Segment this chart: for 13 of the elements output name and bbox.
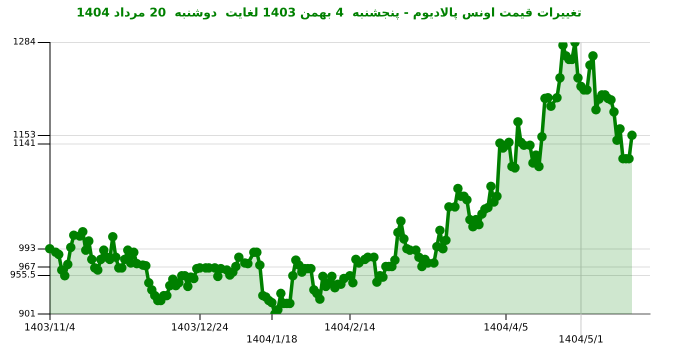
y-tick-label: 1153 <box>12 130 36 141</box>
x-tick-label: 1404/4/5 <box>483 322 528 334</box>
x-tick-label: 1403/12/24 <box>171 322 229 334</box>
x-tick-label: 1404/2/14 <box>324 322 376 334</box>
y-tick-label: 901 <box>18 309 36 320</box>
y-tick-label: 993 <box>18 244 36 254</box>
x-tick-label: 1403/11/4 <box>24 322 76 334</box>
y-tick-label: 1284 <box>12 38 36 48</box>
y-tick-label: 955.5 <box>10 270 36 281</box>
x-tick-label: 1404/5/1 <box>558 334 604 346</box>
chart-title: تغییرات قیمت اونس پالادیوم - پنجشنبه 4 بهمن 1403 لغایت دوشنبه 20 مرداد 1404 <box>76 5 582 20</box>
y-tick-label: 1141 <box>12 139 36 150</box>
x-tick-label: 1404/1/18 <box>246 334 298 346</box>
